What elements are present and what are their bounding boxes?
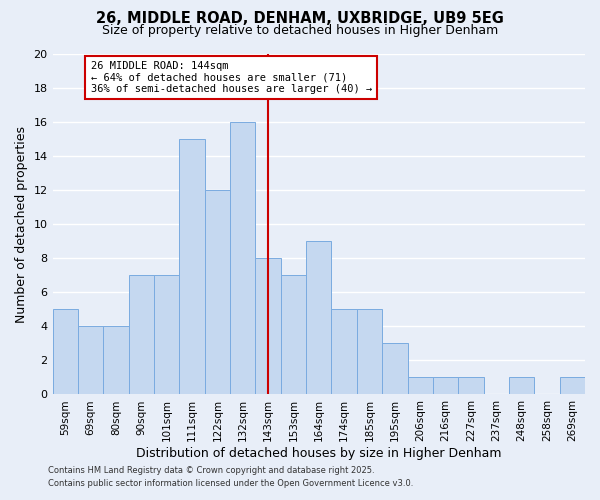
Bar — [230, 122, 256, 394]
Text: 26, MIDDLE ROAD, DENHAM, UXBRIDGE, UB9 5EG: 26, MIDDLE ROAD, DENHAM, UXBRIDGE, UB9 5… — [96, 11, 504, 26]
Bar — [281, 276, 306, 394]
Bar — [407, 378, 433, 394]
X-axis label: Distribution of detached houses by size in Higher Denham: Distribution of detached houses by size … — [136, 447, 502, 460]
Text: Size of property relative to detached houses in Higher Denham: Size of property relative to detached ho… — [102, 24, 498, 37]
Bar — [357, 310, 382, 394]
Bar — [509, 378, 534, 394]
Bar — [560, 378, 585, 394]
Y-axis label: Number of detached properties: Number of detached properties — [15, 126, 28, 322]
Text: Contains HM Land Registry data © Crown copyright and database right 2025.
Contai: Contains HM Land Registry data © Crown c… — [48, 466, 413, 487]
Bar — [78, 326, 103, 394]
Bar — [205, 190, 230, 394]
Bar — [154, 276, 179, 394]
Bar — [179, 139, 205, 394]
Bar — [256, 258, 281, 394]
Bar — [53, 310, 78, 394]
Bar — [458, 378, 484, 394]
Bar — [382, 344, 407, 394]
Bar — [331, 310, 357, 394]
Bar — [306, 242, 331, 394]
Bar — [103, 326, 128, 394]
Bar — [128, 276, 154, 394]
Text: 26 MIDDLE ROAD: 144sqm
← 64% of detached houses are smaller (71)
36% of semi-det: 26 MIDDLE ROAD: 144sqm ← 64% of detached… — [91, 61, 372, 94]
Bar — [433, 378, 458, 394]
